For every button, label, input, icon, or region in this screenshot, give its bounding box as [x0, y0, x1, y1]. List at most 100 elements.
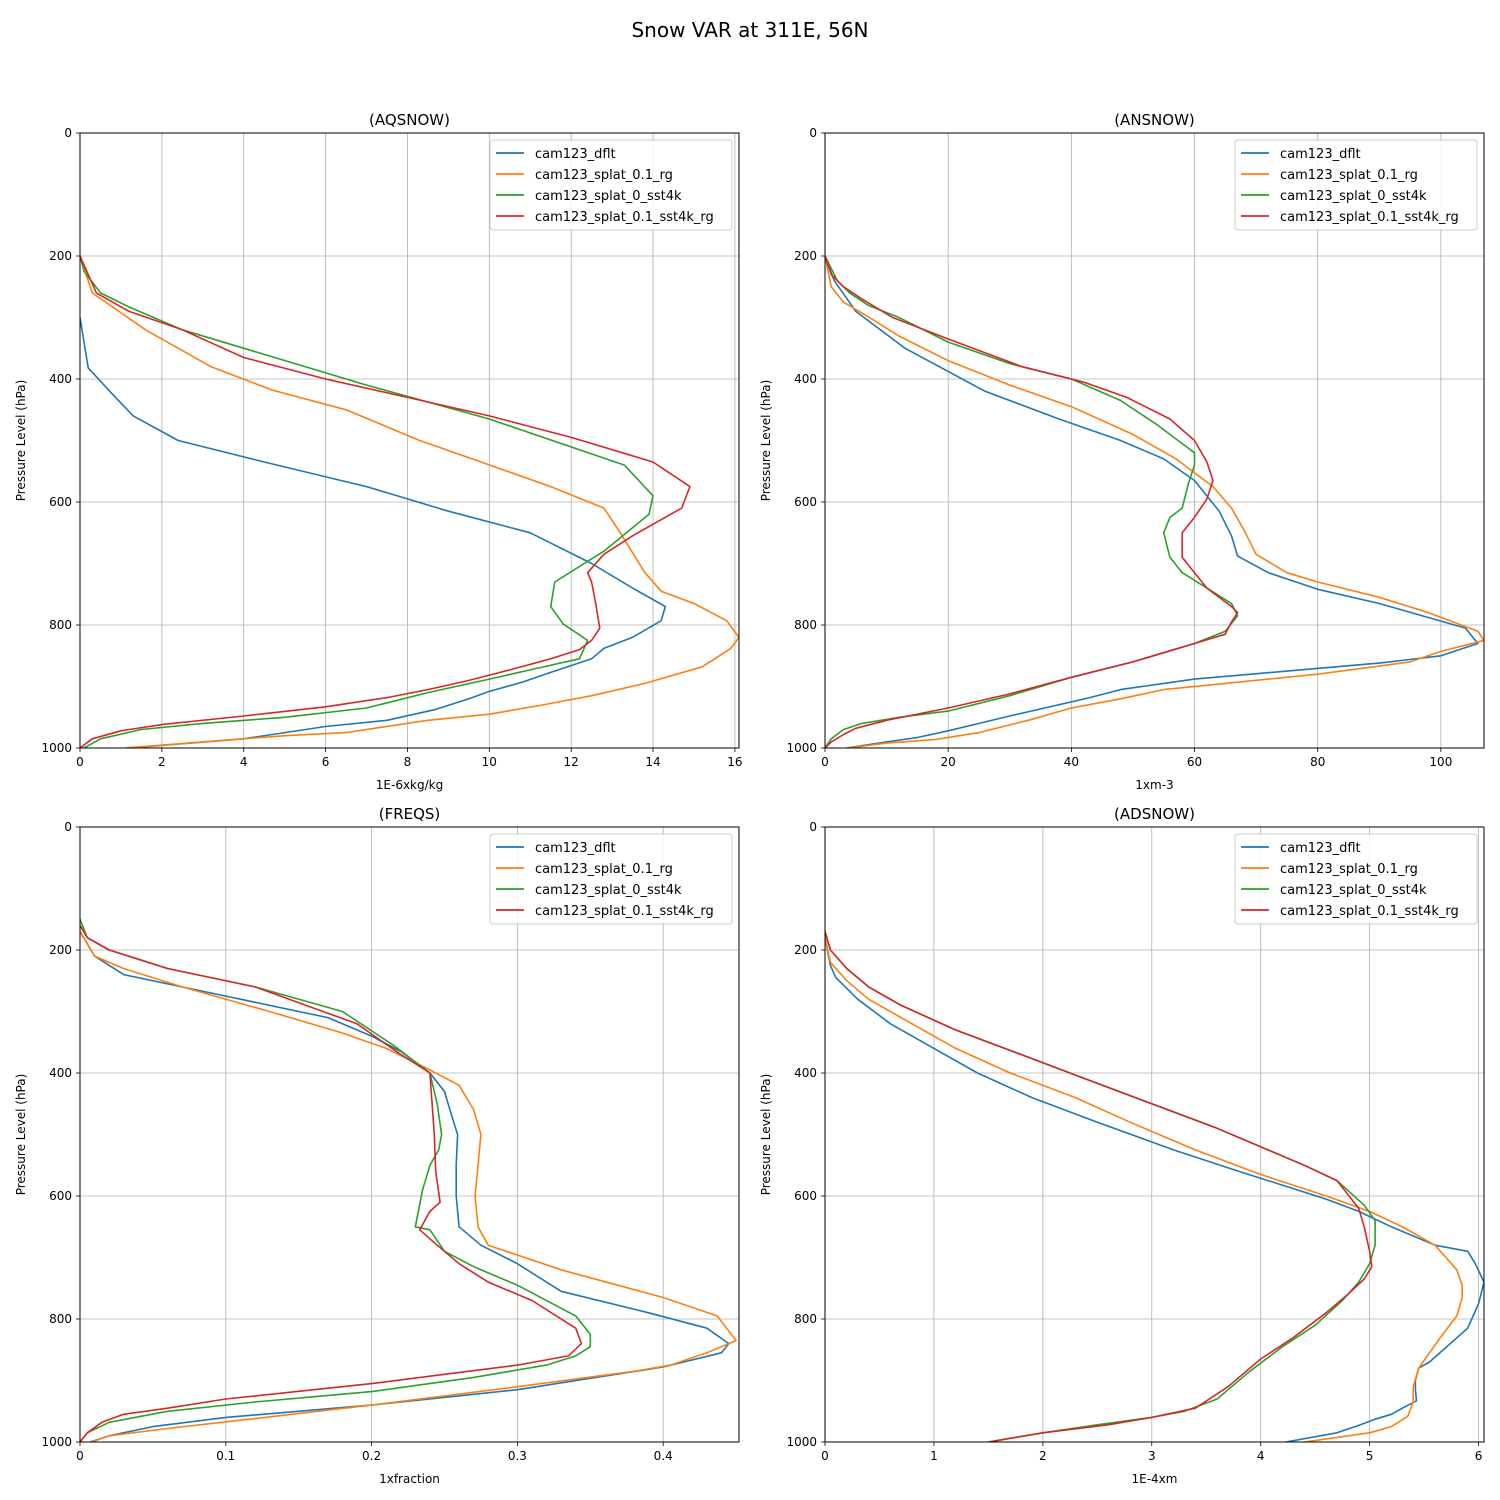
legend: cam123_dflt cam123_splat_0.1_rg cam123_spl…	[489, 833, 733, 925]
x-tick-label-8: 16	[727, 755, 742, 769]
y-tick-label-5: 1000	[41, 1435, 72, 1449]
y-tick-label-4: 800	[794, 1312, 817, 1326]
x-axis-label: 1E-6xkg/kg	[376, 778, 443, 792]
y-axis-label: Pressure Level (hPa)	[759, 1074, 773, 1196]
legend-label-cam123_dflt: cam123_dflt	[1280, 147, 1361, 162]
y-tick-label-4: 800	[49, 618, 72, 632]
x-tick-label-1: 20	[941, 755, 956, 769]
y-tick-label-2: 400	[794, 372, 817, 386]
x-tick-label-5: 100	[1429, 755, 1452, 769]
x-axis-label: 1xfraction	[379, 1472, 440, 1486]
x-tick-label-1: 1	[930, 1449, 938, 1463]
x-tick-label-0: 0	[76, 1449, 84, 1463]
series-line-cam123_dflt	[825, 937, 1484, 1442]
series-line-cam123_splat_0.1_rg	[80, 255, 739, 748]
series-line-cam123_splat_0_sst4k	[825, 255, 1239, 748]
x-tick-label-2: 0.2	[362, 1449, 381, 1463]
x-tick-label-3: 0.3	[508, 1449, 527, 1463]
series-line-cam123_dflt	[80, 931, 730, 1442]
y-tick-label-1: 200	[794, 249, 817, 263]
x-tick-label-0: 0	[76, 755, 84, 769]
y-tick-label-3: 600	[794, 495, 817, 509]
legend-label-cam123_splat_0.1_rg: cam123_splat_0.1_rg	[535, 168, 673, 183]
y-axis-label: Pressure Level (hPa)	[14, 380, 28, 502]
legend-label-cam123_dflt: cam123_dflt	[535, 147, 616, 162]
series-line-cam123_splat_0.1_sst4k_rg	[80, 924, 583, 1442]
series-line-cam123_splat_0.1_rg	[825, 937, 1463, 1442]
series-line-cam123_splat_0.1_sst4k_rg	[80, 255, 691, 748]
x-tick-label-6: 6	[1475, 1449, 1483, 1463]
x-tick-label-0: 0	[821, 755, 829, 769]
y-tick-label-0: 0	[64, 820, 72, 834]
x-tick-label-6: 12	[564, 755, 579, 769]
y-tick-label-5: 1000	[786, 1435, 817, 1449]
y-axis-label: Pressure Level (hPa)	[14, 1074, 28, 1196]
x-tick-label-4: 0.4	[654, 1449, 673, 1463]
y-tick-label-0: 0	[809, 820, 817, 834]
chart-panel-3: 0 0.1 0.2 0.3 0.4 0 200 400 600 800 1000 1xfraction…	[14, 805, 740, 1486]
y-tick-label-1: 200	[49, 943, 72, 957]
series-line-cam123_splat_0_sst4k	[80, 919, 592, 1442]
x-tick-label-1: 2	[158, 755, 166, 769]
series-line-cam123_splat_0_sst4k	[80, 255, 654, 748]
y-tick-label-1: 200	[49, 249, 72, 263]
x-tick-label-2: 4	[240, 755, 248, 769]
y-tick-label-3: 600	[49, 1189, 72, 1203]
x-tick-label-5: 5	[1366, 1449, 1374, 1463]
legend-label-cam123_splat_0.1_rg: cam123_splat_0.1_rg	[1280, 168, 1418, 183]
x-tick-label-4: 4	[1257, 1449, 1265, 1463]
legend-label-cam123_splat_0_sst4k: cam123_splat_0_sst4k	[535, 883, 682, 898]
legend-box	[1234, 139, 1478, 231]
y-tick-label-4: 800	[794, 618, 817, 632]
y-tick-label-2: 400	[49, 372, 72, 386]
series-line-cam123_splat_0.1_sst4k_rg	[825, 255, 1239, 748]
y-axis-label: Pressure Level (hPa)	[759, 380, 773, 502]
x-tick-label-2: 2	[1039, 1449, 1047, 1463]
x-tick-label-4: 8	[404, 755, 412, 769]
y-tick-label-1: 200	[794, 943, 817, 957]
plot-frame	[824, 826, 1485, 1443]
x-tick-label-1: 0.1	[216, 1449, 235, 1463]
x-tick-label-2: 40	[1064, 755, 1079, 769]
legend-box	[489, 833, 733, 925]
legend-label-cam123_splat_0.1_rg: cam123_splat_0.1_rg	[1280, 862, 1418, 877]
y-tick-label-3: 600	[49, 495, 72, 509]
chart-panel-2: 0 20 40 60 80 100020040060080010001xm-3Pressu…	[759, 111, 1485, 792]
legend: cam123_dflt cam123_splat_0.1_rg cam123_spl…	[1234, 139, 1478, 231]
x-tick-label-7: 14	[645, 755, 660, 769]
legend: cam123_dflt cam123_splat_0.1_rg cam123_spl…	[489, 139, 733, 231]
series-line-cam123_splat_0.1_rg	[825, 255, 1484, 748]
series-line-cam123_splat_0.1_rg	[80, 931, 737, 1442]
y-tick-label-0: 0	[809, 126, 817, 140]
legend-label-cam123_splat_0.1_sst4k_rg: cam123_splat_0.1_sst4k_rg	[535, 210, 714, 225]
chart-title: (ADSNOW)	[1114, 805, 1195, 823]
y-tick-label-5: 1000	[786, 741, 817, 755]
x-tick-label-3: 60	[1187, 755, 1202, 769]
y-tick-label-2: 400	[49, 1066, 72, 1080]
legend-label-cam123_dflt: cam123_dflt	[535, 841, 616, 856]
x-axis-label: 1E-4xm	[1132, 1472, 1178, 1486]
legend-label-cam123_splat_0.1_sst4k_rg: cam123_splat_0.1_sst4k_rg	[1280, 210, 1459, 225]
y-tick-label-4: 800	[49, 1312, 72, 1326]
chart-title: (ANSNOW)	[1114, 111, 1195, 129]
series-line-cam123_splat_0.1_sst4k_rg	[825, 931, 1373, 1442]
y-tick-label-2: 400	[794, 1066, 817, 1080]
plot-frame	[79, 132, 740, 749]
chart-title: (FREQS)	[379, 805, 441, 823]
chart-panel-4: 0 1 2 3 4 5 6 0 200 400 600 800 1000 1E-4xm Pressure L…	[759, 805, 1485, 1486]
x-tick-label-5: 10	[482, 755, 497, 769]
plot-frame	[79, 826, 740, 1443]
legend-label-cam123_splat_0.1_sst4k_rg: cam123_splat_0.1_sst4k_rg	[535, 904, 714, 919]
legend: cam123_dflt cam123_splat_0.1_rg cam123_spl…	[1234, 833, 1478, 925]
x-tick-label-3: 6	[322, 755, 330, 769]
series-line-cam123_dflt	[80, 317, 667, 748]
plot-frame	[824, 132, 1485, 749]
figure-title: Snow VAR at 311E, 56N	[631, 18, 868, 42]
series-line-cam123_dflt	[825, 255, 1479, 748]
legend-label-cam123_splat_0.1_sst4k_rg: cam123_splat_0.1_sst4k_rg	[1280, 904, 1459, 919]
legend-label-cam123_splat_0_sst4k: cam123_splat_0_sst4k	[1280, 883, 1427, 898]
x-tick-label-0: 0	[821, 1449, 829, 1463]
y-tick-label-5: 1000	[41, 741, 72, 755]
legend-label-cam123_splat_0_sst4k: cam123_splat_0_sst4k	[535, 189, 682, 204]
